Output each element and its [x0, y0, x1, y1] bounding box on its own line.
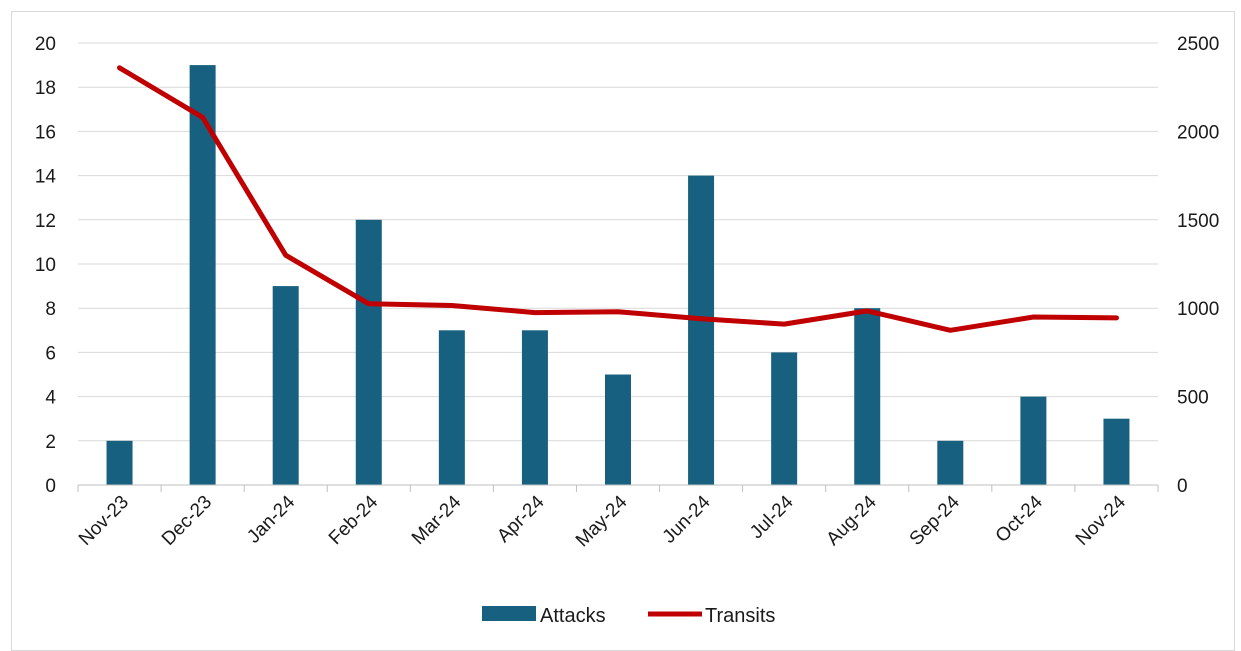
y-left-tick-label: 6 [45, 343, 56, 364]
attacks-bars [106, 65, 1130, 486]
transits-line [117, 65, 1119, 333]
x-tick-label: Jun-24 [659, 491, 715, 547]
y-left-tick-label: 18 [35, 78, 56, 99]
attacks-bar [272, 286, 299, 485]
y-left-tick-label: 8 [45, 299, 56, 320]
x-tick-label: Nov-24 [1072, 491, 1130, 549]
y-left-tick-label: 10 [35, 255, 56, 276]
x-tick-label: Nov-23 [75, 492, 133, 550]
x-axis-ticks: Nov-23 Dec-23 Jan-24 Feb-24 Mar-24 Apr-24 May-… [75, 491, 1130, 551]
legend: Attacks Transits [482, 605, 775, 627]
x-tick-label: Mar-24 [408, 491, 466, 549]
attacks-bar [106, 440, 133, 485]
attacks-bar [771, 352, 798, 485]
y-axis-right-ticks: 0 500 1000 1500 2000 2500 [1177, 34, 1219, 497]
y-left-tick-label: 14 [35, 167, 57, 188]
attacks-bar [605, 374, 631, 485]
attacks-bar [688, 175, 715, 485]
attacks-bar [438, 330, 465, 485]
x-tick-label: Jan-24 [243, 491, 299, 547]
attacks-bar [1103, 418, 1130, 485]
y-axis-left-ticks: 0 2 4 6 8 10 12 14 16 18 20 [35, 34, 57, 497]
attacks-bar [1020, 396, 1047, 485]
y-right-tick-label: 2000 [1177, 122, 1219, 143]
axis-group [77, 484, 1159, 492]
attacks-bar [355, 219, 382, 486]
y-left-tick-label: 16 [35, 122, 56, 143]
legend-transits-label: Transits [705, 605, 775, 627]
y-left-tick-label: 4 [45, 388, 56, 409]
y-right-tick-label: 1000 [1177, 299, 1219, 320]
legend-attacks-label: Attacks [540, 605, 606, 627]
x-tick-label: Apr-24 [493, 491, 548, 546]
attacks-bar [854, 308, 881, 485]
y-left-tick-label: 12 [35, 211, 56, 232]
x-tick-label: May-24 [572, 491, 632, 551]
y-right-tick-label: 500 [1177, 388, 1209, 409]
y-right-tick-label: 1500 [1177, 211, 1219, 232]
x-tick-label: Jul-24 [746, 491, 798, 543]
gridlines [78, 42, 1158, 442]
y-right-tick-label: 2500 [1177, 34, 1219, 55]
y-left-tick-label: 2 [45, 432, 56, 453]
attacks-bar [937, 440, 964, 485]
y-right-tick-label: 0 [1177, 476, 1188, 497]
x-tick-label: Sep-24 [906, 491, 964, 549]
attacks-bar [521, 330, 548, 485]
legend-attacks-swatch [482, 606, 536, 621]
y-left-tick-label: 20 [35, 34, 56, 55]
y-left-tick-label: 0 [45, 476, 56, 497]
x-tick-label: Aug-24 [823, 491, 881, 549]
x-tick-label: Feb-24 [325, 491, 383, 549]
x-tick-label: Oct-24 [992, 491, 1047, 546]
x-tick-label: Dec-23 [158, 492, 216, 550]
transits-line-group [117, 65, 1119, 333]
